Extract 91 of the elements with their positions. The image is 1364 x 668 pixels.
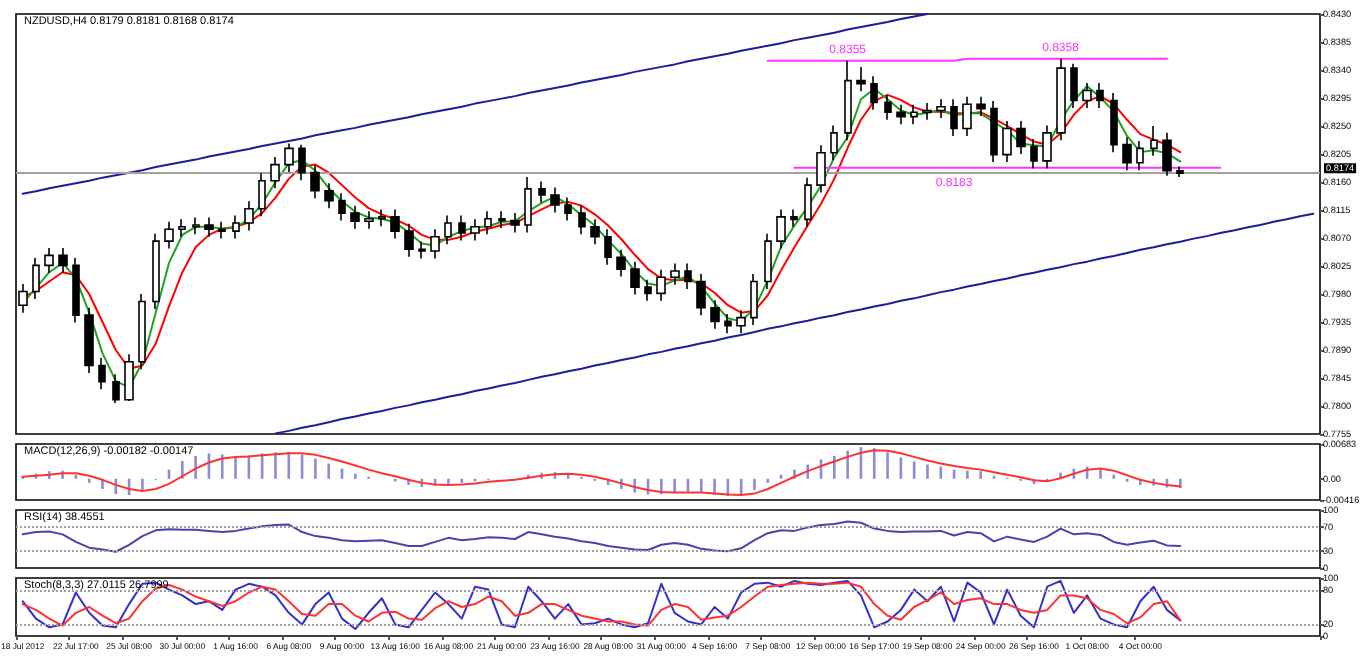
candlestick (724, 313, 732, 334)
candlestick (418, 240, 426, 260)
candlestick (736, 309, 746, 334)
candlestick (578, 204, 586, 236)
candlestick (538, 180, 546, 204)
candlestick (884, 94, 892, 121)
candlestick (856, 66, 866, 92)
candlestick (830, 124, 838, 162)
candlestick (804, 176, 812, 228)
candlestick (1056, 58, 1066, 142)
candlestick (124, 353, 134, 402)
candlestick (590, 218, 600, 246)
candlestick (1016, 120, 1026, 155)
candlestick (484, 210, 492, 236)
candlestick (72, 257, 80, 324)
candlestick (404, 222, 414, 258)
candlestick (324, 182, 334, 209)
candlestick (510, 212, 520, 234)
candlestick (244, 200, 254, 232)
candlestick (656, 268, 666, 302)
candlestick (670, 262, 680, 286)
candlestick (164, 221, 174, 250)
candlestick (1176, 165, 1184, 178)
candlestick (44, 247, 54, 274)
candlestick (962, 95, 972, 137)
candlestick (950, 98, 958, 137)
candlestick (1150, 125, 1158, 157)
line-series (274, 212, 1315, 435)
candlestick (98, 357, 106, 390)
candlestick (936, 98, 946, 119)
candlestick (1136, 140, 1144, 171)
candlestick (498, 210, 506, 229)
candlestick (284, 142, 294, 173)
candlestick (112, 373, 120, 404)
candlestick (776, 208, 786, 250)
candlestick (364, 210, 374, 230)
candlestick (1110, 92, 1118, 153)
candlestick (816, 144, 826, 194)
candlestick (1162, 132, 1172, 177)
line-series (21, 13, 929, 195)
candlestick (1042, 124, 1052, 170)
candlestick (58, 247, 68, 274)
candlestick (870, 75, 878, 111)
candlestick (192, 216, 200, 236)
candlestick (258, 172, 266, 218)
candlestick (338, 192, 346, 222)
candlestick (310, 164, 320, 199)
candlestick (696, 273, 706, 316)
line-series (21, 520, 1182, 553)
candlestick (270, 156, 280, 190)
candlestick (1082, 82, 1092, 109)
candlestick (922, 102, 932, 121)
candlestick (604, 228, 612, 266)
candlestick (152, 232, 160, 310)
line-series (21, 449, 1182, 497)
candlestick (32, 257, 40, 300)
candlestick (524, 176, 532, 234)
candlestick (204, 216, 214, 238)
candlestick (644, 278, 652, 302)
candlestick (298, 143, 306, 181)
candlestick (790, 208, 798, 228)
candlestick (378, 208, 386, 227)
candlestick (430, 228, 440, 260)
candlestick (1002, 120, 1012, 163)
candlestick (138, 293, 146, 371)
candlestick (390, 208, 400, 240)
candlestick (684, 262, 692, 290)
candlestick (444, 214, 452, 246)
candlestick (910, 104, 918, 125)
candlestick (764, 232, 772, 290)
candlestick (630, 260, 640, 296)
candlestick (896, 104, 906, 125)
candlestick (1070, 62, 1078, 109)
candlestick (844, 59, 852, 142)
candlestick (710, 299, 720, 330)
candlestick (458, 214, 466, 242)
candlestick (616, 249, 626, 278)
candlestick (350, 204, 360, 230)
candlestick (990, 100, 998, 163)
candlestick (1030, 138, 1038, 170)
candlestick (750, 273, 758, 326)
candlestick (218, 221, 226, 240)
candlestick (178, 218, 186, 238)
candlestick (564, 196, 572, 222)
candlestick (976, 95, 986, 117)
candlestick (470, 218, 480, 242)
candlestick (1096, 82, 1104, 109)
candlestick (84, 306, 94, 374)
candlestick (550, 186, 560, 214)
candlestick (232, 214, 240, 240)
candlestick (1122, 136, 1132, 171)
